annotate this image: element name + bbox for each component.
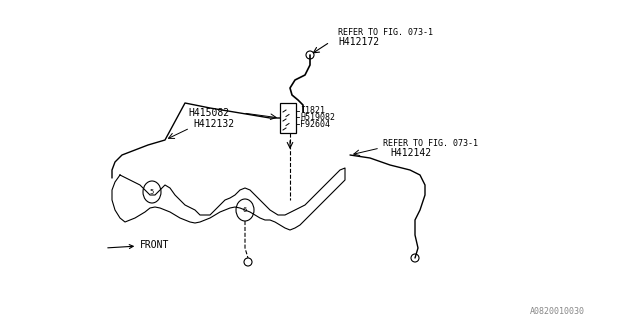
Text: F92604: F92604 (300, 119, 330, 129)
Text: H412172: H412172 (338, 37, 379, 47)
Bar (280, 103, 296, 133)
Text: REFER TO FIG. 073-1: REFER TO FIG. 073-1 (383, 139, 478, 148)
Text: FRONT: FRONT (108, 240, 170, 250)
Text: REFER TO FIG. 073-1: REFER TO FIG. 073-1 (338, 28, 433, 36)
Text: H412142: H412142 (390, 148, 431, 158)
Text: H415082: H415082 (188, 108, 229, 118)
Text: H412132: H412132 (193, 119, 234, 129)
Text: 6: 6 (243, 207, 247, 213)
Text: A0820010030: A0820010030 (530, 308, 585, 316)
Text: I1821: I1821 (300, 106, 325, 115)
Text: 5: 5 (150, 189, 154, 195)
Text: H519082: H519082 (300, 113, 335, 122)
